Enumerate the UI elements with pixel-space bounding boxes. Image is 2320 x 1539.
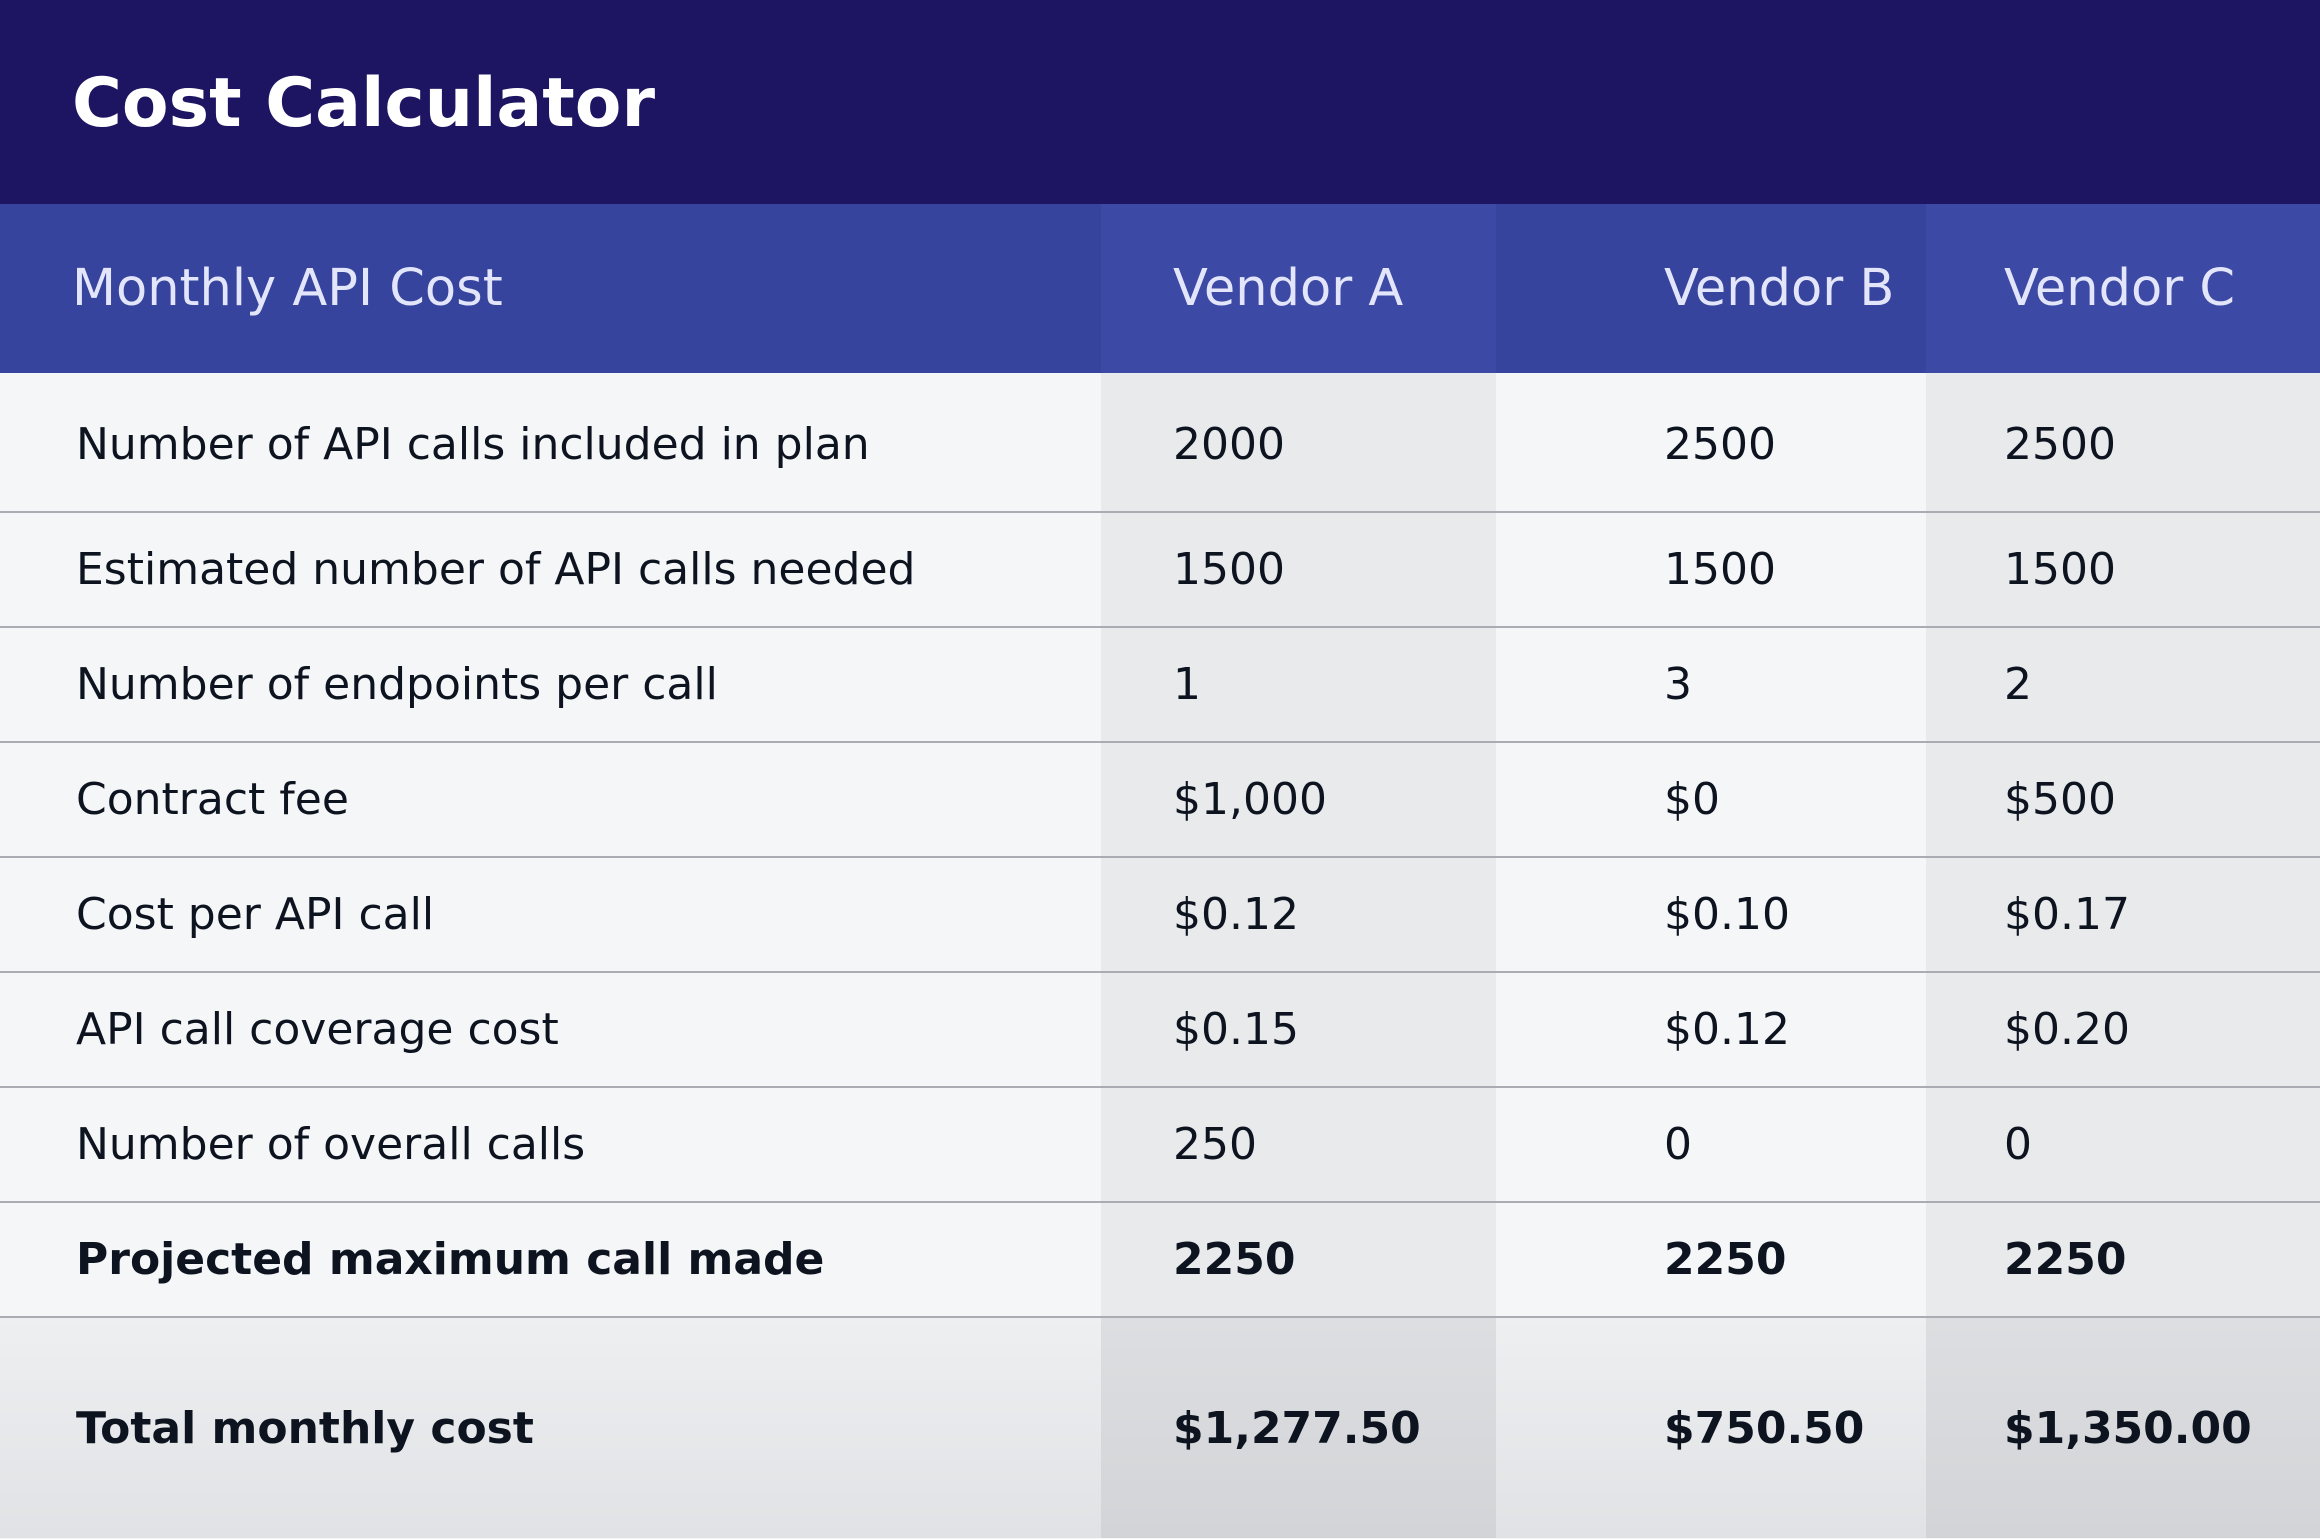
vendor-a-cell: $0.12 [1101,857,1496,973]
column-header-vendor-c: Vendor C [1926,204,2320,373]
table-row: Cost per API call $0.12 $0.10 $0.17 [0,857,2320,973]
vendor-c-cell: $0.20 [1926,972,2320,1088]
title-bar: Cost Calculator [0,0,2320,204]
row-label: Number of endpoints per call [0,627,1101,743]
total-label: Total monthly cost [0,1317,1101,1538]
vendor-b-cell: $0.12 [1496,972,1926,1088]
vendor-b-total: $750.50 [1496,1317,1926,1538]
vendor-c-cell: 1500 [1926,512,2320,628]
row-label: Cost per API call [0,857,1101,973]
vendor-a-cell: 2250 [1101,1202,1496,1318]
vendor-c-total: $1,350.00 [1926,1317,2320,1538]
vendor-b-cell: 3 [1496,627,1926,743]
cost-table: Monthly API Cost Vendor A Vendor B Vendo… [0,204,2320,1538]
vendor-b-cell: 0 [1496,1087,1926,1203]
vendor-c-cell: $0.17 [1926,857,2320,973]
vendor-a-cell: 2000 [1101,373,1496,513]
column-header-monthly-api-cost: Monthly API Cost [0,204,1101,373]
vendor-b-cell: $0 [1496,742,1926,858]
row-label: Estimated number of API calls needed [0,512,1101,628]
column-header-vendor-b: Vendor B [1496,204,1926,373]
table-row: Number of API calls included in plan 200… [0,373,2320,513]
vendor-b-cell: $0.10 [1496,857,1926,973]
vendor-c-cell: 2 [1926,627,2320,743]
vendor-b-cell: 2500 [1496,373,1926,513]
row-label: Contract fee [0,742,1101,858]
row-label: Projected maximum call made [0,1202,1101,1318]
column-header-vendor-a: Vendor A [1101,204,1496,373]
table-row: Number of overall calls 250 0 0 [0,1087,2320,1203]
vendor-c-cell: 2500 [1926,373,2320,513]
header-row: Monthly API Cost Vendor A Vendor B Vendo… [0,204,2320,373]
vendor-b-cell: 2250 [1496,1202,1926,1318]
row-label: API call coverage cost [0,972,1101,1088]
vendor-a-total: $1,277.50 [1101,1317,1496,1538]
vendor-c-cell: 0 [1926,1087,2320,1203]
table-row: Contract fee $1,000 $0 $500 [0,742,2320,858]
table-body: Number of API calls included in plan 200… [0,373,2320,1538]
vendor-a-cell: 250 [1101,1087,1496,1203]
table-row: Number of endpoints per call 1 3 2 [0,627,2320,743]
vendor-c-cell: 2250 [1926,1202,2320,1318]
table-row: API call coverage cost $0.15 $0.12 $0.20 [0,972,2320,1088]
table-row: Estimated number of API calls needed 150… [0,512,2320,628]
vendor-c-cell: $500 [1926,742,2320,858]
row-label: Number of API calls included in plan [0,373,1101,513]
vendor-a-cell: $1,000 [1101,742,1496,858]
table-header: Monthly API Cost Vendor A Vendor B Vendo… [0,204,2320,373]
vendor-b-cell: 1500 [1496,512,1926,628]
vendor-a-cell: 1500 [1101,512,1496,628]
vendor-a-cell: $0.15 [1101,972,1496,1088]
vendor-a-cell: 1 [1101,627,1496,743]
row-label: Number of overall calls [0,1087,1101,1203]
page-title: Cost Calculator [72,64,656,143]
total-row: Total monthly cost $1,277.50 $750.50 $1,… [0,1317,2320,1538]
projected-maximum-row: Projected maximum call made 2250 2250 22… [0,1202,2320,1318]
